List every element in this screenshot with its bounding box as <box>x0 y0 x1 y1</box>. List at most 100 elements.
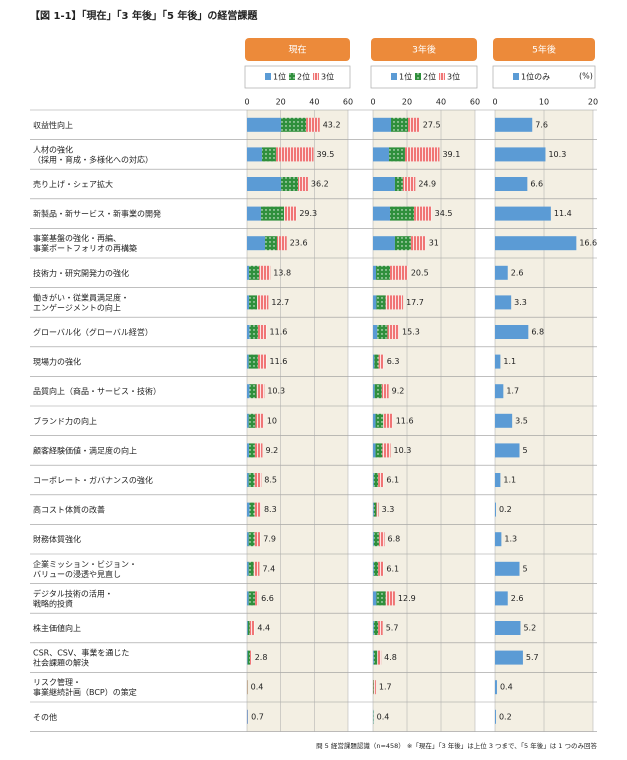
bar-segment <box>373 650 378 665</box>
value-label: 0.2 <box>499 505 512 514</box>
bar-segment <box>373 591 377 606</box>
bar-segment <box>495 413 513 428</box>
footnote: 問 5 経営課題認識（n=458） ※「現在」「3 年後」は上位 3 つまで、「… <box>316 741 597 750</box>
value-label: 5.7 <box>526 653 539 662</box>
value-label: 34.5 <box>435 209 453 218</box>
value-label: 10 <box>267 416 277 425</box>
value-label: 15.3 <box>402 328 420 337</box>
value-label: 1.3 <box>504 535 517 544</box>
bar-segment <box>247 354 249 369</box>
x-tick-label: 0 <box>244 98 249 107</box>
value-label: 36.2 <box>311 180 329 189</box>
bar-segment <box>247 650 251 665</box>
bar-segment <box>381 384 389 399</box>
value-label: 23.6 <box>290 239 308 248</box>
bar-segment <box>256 384 265 399</box>
bar-segment <box>373 680 376 695</box>
value-label: 0.2 <box>499 712 512 721</box>
x-tick-label: 0 <box>492 98 497 107</box>
legend-swatch <box>415 73 421 80</box>
bar-segment <box>391 117 409 132</box>
value-label: 11.6 <box>270 328 288 337</box>
legend-swatch <box>391 73 397 80</box>
bar-segment <box>249 295 258 310</box>
value-label: 4.4 <box>257 624 270 633</box>
bar-segment <box>378 473 384 487</box>
category-label: デジタル技術の活用・戦略的投資 <box>33 588 113 608</box>
bar-segment <box>373 680 374 695</box>
value-label: 6.3 <box>387 357 400 366</box>
bar-segment <box>495 147 546 162</box>
legend-label: 2位 <box>297 72 310 82</box>
bar-segment <box>376 591 386 606</box>
bar-segment <box>260 206 285 221</box>
bar-segment <box>276 236 287 251</box>
bar-segment <box>257 354 267 369</box>
bar-segment <box>248 473 255 487</box>
x-tick-label: 20 <box>276 98 286 107</box>
bar-segment <box>259 265 271 280</box>
bar-segment <box>373 650 374 665</box>
bar-segment <box>373 354 375 369</box>
bar-segment <box>257 295 269 310</box>
bar-segment <box>255 591 259 606</box>
bar-segment <box>373 532 374 547</box>
bar-segment <box>495 502 496 517</box>
bar-segment <box>377 650 382 665</box>
legend-label: 1位のみ <box>521 72 550 82</box>
value-label: 6.1 <box>386 564 399 573</box>
panel-header <box>493 38 595 61</box>
x-tick-label: 0 <box>370 98 375 107</box>
value-label: 6.8 <box>388 535 401 544</box>
bar-segment <box>247 384 250 399</box>
bar-segment <box>373 325 378 339</box>
bar-segment <box>390 265 408 280</box>
value-label: 29.3 <box>299 209 317 218</box>
value-label: 31 <box>429 239 439 248</box>
value-label: 1.7 <box>506 387 519 396</box>
panel-header-label: 現在 <box>288 44 306 56</box>
x-tick-label: 20 <box>402 98 412 107</box>
panel-header-label: 3年後 <box>412 44 436 56</box>
bar-segment <box>249 325 258 339</box>
category-label: 技術力・研究開発力の強化 <box>33 267 129 277</box>
value-label: 2.6 <box>511 594 524 603</box>
bar-segment <box>373 473 379 487</box>
bar-segment <box>247 147 262 162</box>
category-label: 財務体質強化 <box>33 534 81 544</box>
bar-segment <box>373 236 395 251</box>
category-label: 高コスト体質の改善 <box>33 504 105 514</box>
bar-segment <box>373 621 379 635</box>
value-label: 0.4 <box>251 683 264 692</box>
category-label: 現場力の強化 <box>33 356 81 366</box>
value-label: 12.9 <box>398 594 416 603</box>
x-tick-label: 20 <box>588 98 598 107</box>
bar-segment <box>373 443 376 458</box>
bar-segment <box>378 354 384 369</box>
bar-segment <box>376 295 386 310</box>
bar-segment <box>495 561 520 576</box>
bar-segment <box>374 384 382 399</box>
unit-label: (%) <box>579 72 593 81</box>
bar-segment <box>495 443 520 458</box>
bar-segment <box>247 709 248 724</box>
bar-segment <box>249 384 257 399</box>
bar-segment <box>382 443 391 458</box>
bar-segment <box>247 413 249 428</box>
bar-segment <box>404 147 440 162</box>
value-label: 0.7 <box>251 712 264 721</box>
bar-segment <box>495 354 501 369</box>
bar-segment <box>373 561 379 576</box>
x-tick-label: 40 <box>436 98 446 107</box>
bar-segment <box>495 532 502 547</box>
bar-segment <box>247 325 250 339</box>
value-label: 8.3 <box>264 505 277 514</box>
bar-segment <box>249 443 255 458</box>
bar-segment <box>306 117 320 132</box>
bar-segment <box>495 325 529 339</box>
value-label: 20.5 <box>411 268 429 277</box>
bar-segment <box>495 265 508 280</box>
value-label: 8.5 <box>264 476 277 485</box>
value-label: 10.3 <box>548 150 566 159</box>
bar-segment <box>495 206 551 221</box>
